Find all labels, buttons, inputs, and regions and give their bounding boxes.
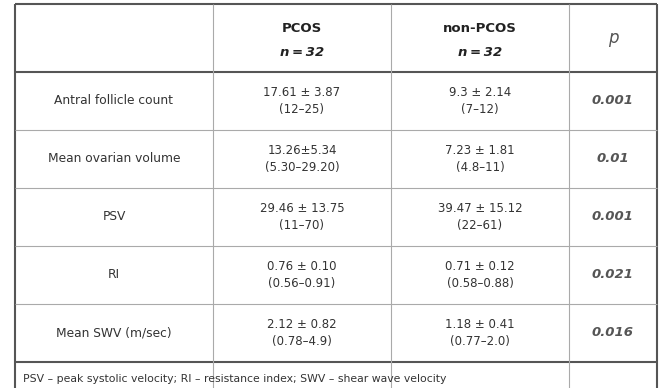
Text: 9.3 ± 2.14
(7–12): 9.3 ± 2.14 (7–12): [449, 86, 511, 116]
Text: 13.26±5.34
(5.30–29.20): 13.26±5.34 (5.30–29.20): [265, 144, 339, 174]
Text: 17.61 ± 3.87
(12–25): 17.61 ± 3.87 (12–25): [263, 86, 341, 116]
Text: Mean ovarian volume: Mean ovarian volume: [48, 152, 180, 166]
Text: 0.001: 0.001: [592, 95, 634, 107]
Text: RI: RI: [108, 268, 120, 282]
Text: PSV: PSV: [102, 211, 126, 223]
Text: PSV – peak systolic velocity; RI – resistance index; SWV – shear wave velocity: PSV – peak systolic velocity; RI – resis…: [23, 374, 446, 384]
Text: 2.12 ± 0.82
(0.78–4.9): 2.12 ± 0.82 (0.78–4.9): [267, 318, 337, 348]
Text: Mean SWV (m/sec): Mean SWV (m/sec): [56, 326, 172, 340]
Text: 0.01: 0.01: [597, 152, 630, 166]
Text: p: p: [607, 29, 618, 47]
Text: 39.47 ± 15.12
(22–61): 39.47 ± 15.12 (22–61): [437, 202, 522, 232]
Text: 0.71 ± 0.12
(0.58–0.88): 0.71 ± 0.12 (0.58–0.88): [445, 260, 515, 290]
Text: 29.46 ± 13.75
(11–70): 29.46 ± 13.75 (11–70): [259, 202, 344, 232]
Text: PCOS: PCOS: [282, 21, 322, 35]
Text: 1.18 ± 0.41
(0.77–2.0): 1.18 ± 0.41 (0.77–2.0): [445, 318, 515, 348]
Text: 0.016: 0.016: [592, 326, 634, 340]
Text: n = 32: n = 32: [458, 45, 502, 59]
Text: 0.001: 0.001: [592, 211, 634, 223]
Text: 0.76 ± 0.10
(0.56–0.91): 0.76 ± 0.10 (0.56–0.91): [267, 260, 337, 290]
Text: n = 32: n = 32: [280, 45, 324, 59]
Text: Antral follicle count: Antral follicle count: [54, 95, 173, 107]
Text: non-PCOS: non-PCOS: [443, 21, 517, 35]
Text: 0.021: 0.021: [592, 268, 634, 282]
Text: 7.23 ± 1.81
(4.8–11): 7.23 ± 1.81 (4.8–11): [445, 144, 515, 174]
